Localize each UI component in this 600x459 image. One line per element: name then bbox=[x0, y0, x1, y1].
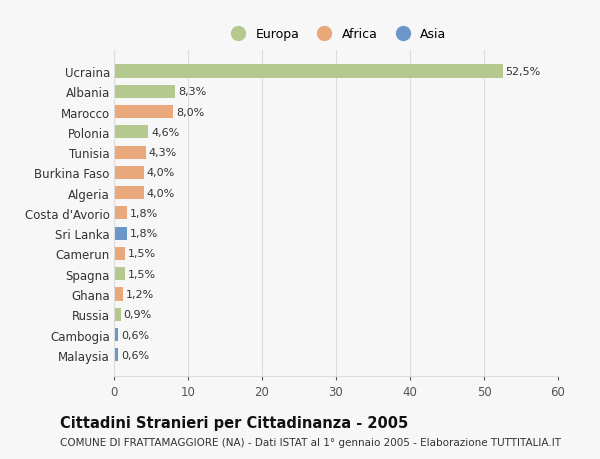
Text: 1,5%: 1,5% bbox=[128, 249, 156, 259]
Bar bbox=[114, 126, 148, 139]
Bar bbox=[114, 247, 125, 260]
Bar bbox=[114, 308, 121, 321]
Text: 4,0%: 4,0% bbox=[146, 188, 175, 198]
Bar bbox=[114, 268, 125, 280]
Text: 52,5%: 52,5% bbox=[505, 67, 541, 77]
Bar bbox=[114, 65, 503, 78]
Bar bbox=[114, 288, 123, 301]
Text: 0,9%: 0,9% bbox=[124, 309, 152, 319]
Text: 4,3%: 4,3% bbox=[149, 148, 177, 158]
Text: 1,2%: 1,2% bbox=[126, 289, 154, 299]
Bar bbox=[114, 187, 143, 200]
Bar bbox=[114, 85, 175, 99]
Text: 8,0%: 8,0% bbox=[176, 107, 205, 118]
Bar bbox=[114, 146, 146, 159]
Text: 1,5%: 1,5% bbox=[128, 269, 156, 279]
Text: 0,6%: 0,6% bbox=[121, 350, 149, 360]
Text: 1,8%: 1,8% bbox=[130, 208, 158, 218]
Text: COMUNE DI FRATTAMAGGIORE (NA) - Dati ISTAT al 1° gennaio 2005 - Elaborazione TUT: COMUNE DI FRATTAMAGGIORE (NA) - Dati IST… bbox=[60, 437, 561, 447]
Bar bbox=[114, 207, 127, 220]
Bar bbox=[114, 106, 173, 119]
Bar bbox=[114, 167, 143, 179]
Text: Cittadini Stranieri per Cittadinanza - 2005: Cittadini Stranieri per Cittadinanza - 2… bbox=[60, 415, 408, 431]
Bar bbox=[114, 328, 118, 341]
Legend: Europa, Africa, Asia: Europa, Africa, Asia bbox=[222, 24, 450, 45]
Text: 8,3%: 8,3% bbox=[178, 87, 206, 97]
Text: 1,8%: 1,8% bbox=[130, 229, 158, 239]
Text: 4,0%: 4,0% bbox=[146, 168, 175, 178]
Bar bbox=[114, 348, 118, 362]
Text: 0,6%: 0,6% bbox=[121, 330, 149, 340]
Bar bbox=[114, 227, 127, 240]
Text: 4,6%: 4,6% bbox=[151, 128, 179, 138]
